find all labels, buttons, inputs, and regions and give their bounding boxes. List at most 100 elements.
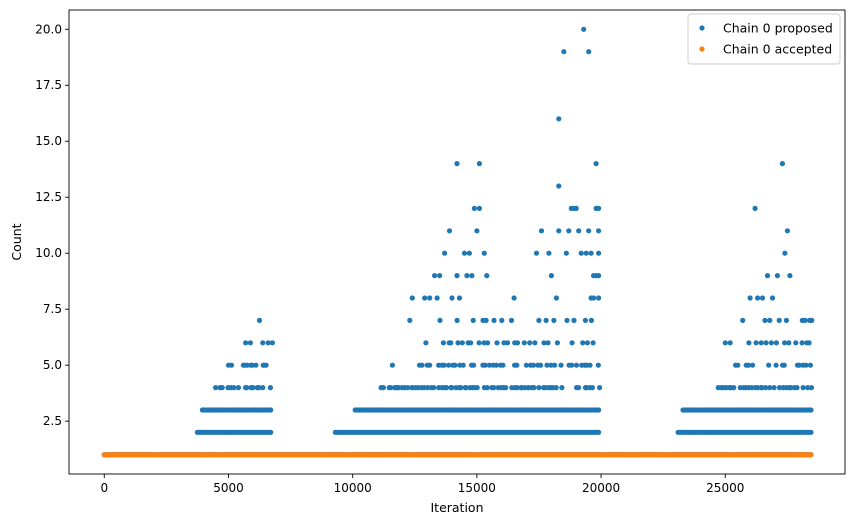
data-point [755,295,761,301]
data-point [596,250,602,256]
data-point [530,362,537,368]
data-point [553,385,559,391]
data-point [267,385,273,391]
data-point [805,385,811,391]
x-tick-label: 10000 [334,481,372,495]
y-tick-label: 7.5 [43,302,62,316]
data-point [527,340,533,346]
data-point [434,295,440,301]
data-point [597,385,603,391]
data-point [481,250,487,256]
data-point [256,317,263,323]
data-point [556,183,562,189]
data-point [586,228,592,234]
data-point [745,362,752,368]
data-point [576,385,582,391]
data-point [762,317,768,323]
data-point [588,317,595,323]
data-point [541,340,547,346]
data-point [405,385,411,391]
data-point [463,385,469,391]
data-point [260,340,266,346]
data-point [556,116,562,122]
data-point [722,340,728,346]
data-point [558,362,564,368]
data-point [596,205,602,211]
data-point [595,362,601,368]
y-tick-label: 17.5 [35,78,62,92]
data-point [265,340,271,346]
data-point [781,362,787,368]
data-point [543,317,549,323]
data-point [532,340,538,346]
data-point [476,205,482,211]
data-point [740,317,746,323]
data-point [256,385,262,391]
data-point [244,362,250,368]
data-point [587,362,593,368]
data-point [588,250,594,256]
y-tick-label: 15.0 [35,134,62,148]
data-point [380,385,386,391]
data-point [454,273,460,279]
data-point [596,295,602,301]
data-point [422,295,428,301]
data-point [500,362,506,368]
data-point [446,228,453,234]
x-tick-label: 0 [100,481,108,495]
data-point [786,340,792,346]
data-point [476,161,482,167]
data-point [548,273,555,279]
data-point [589,385,596,391]
data-point [783,317,790,323]
data-point [454,317,460,323]
data-point [773,362,779,368]
data-point [456,295,463,301]
data-point [448,340,454,346]
data-point [538,228,545,234]
data-point [243,340,249,346]
data-point [521,340,527,346]
data-point [563,250,569,256]
data-point [446,362,452,368]
data-point [444,385,450,391]
y-tick-label: 2.5 [43,414,62,428]
data-point [782,340,788,346]
data-point [409,295,415,301]
data-point [581,26,587,32]
data-point [596,429,602,435]
data-point [569,362,575,368]
data-point [514,362,520,368]
data-point [766,362,772,368]
data-point [768,340,775,346]
data-point [807,317,813,323]
data-point [727,340,733,346]
data-point [731,385,737,391]
x-axis-label: Iteration [430,500,483,515]
data-point [784,228,791,234]
data-point [591,295,597,301]
data-point [427,362,433,368]
data-point [799,340,805,346]
data-point [504,340,511,346]
data-point [590,340,596,346]
data-point [576,228,582,234]
data-point [735,362,741,368]
data-point [750,362,756,368]
data-point [763,385,769,391]
data-point [247,340,253,346]
data-point [389,362,395,368]
data-point [796,362,802,368]
data-point [260,362,266,368]
data-point [231,385,237,391]
legend-label: Chain 0 accepted [723,42,832,57]
data-point [746,340,752,346]
data-point [466,250,472,256]
legend-label: Chain 0 proposed [723,21,833,36]
data-point [569,340,575,346]
data-point [773,340,780,346]
data-point [769,295,776,301]
data-point [508,317,515,323]
data-point [771,385,777,391]
data-point [437,273,443,279]
